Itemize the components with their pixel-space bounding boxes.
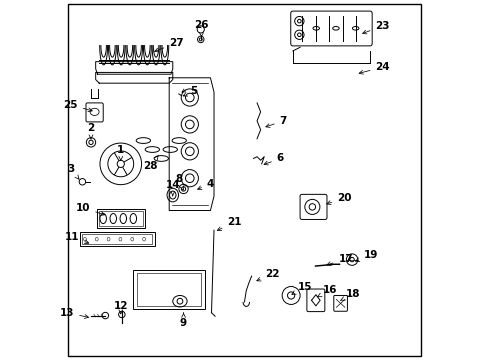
Text: 26: 26	[194, 20, 208, 36]
Text: 7: 7	[265, 116, 286, 127]
Text: 17: 17	[326, 254, 352, 266]
Text: 21: 21	[217, 217, 241, 230]
Text: 25: 25	[63, 100, 92, 112]
Text: 27: 27	[154, 38, 183, 52]
Text: 22: 22	[256, 269, 279, 281]
Text: 3: 3	[67, 164, 79, 179]
Bar	[133, 270, 204, 309]
Bar	[97, 209, 145, 228]
Text: 11: 11	[65, 232, 88, 244]
Text: 14: 14	[165, 180, 180, 196]
Text: 15: 15	[291, 282, 312, 294]
Text: 8: 8	[175, 174, 183, 190]
Text: 10: 10	[76, 203, 104, 216]
Text: 4: 4	[197, 179, 214, 189]
Text: 13: 13	[60, 308, 88, 318]
Text: 1: 1	[117, 144, 124, 160]
Bar	[80, 232, 155, 246]
Text: 23: 23	[362, 21, 389, 34]
Text: 5: 5	[183, 86, 197, 96]
Text: 28: 28	[143, 156, 158, 171]
Bar	[137, 273, 201, 306]
Text: 19: 19	[355, 250, 377, 262]
Text: 16: 16	[317, 285, 337, 297]
Text: 12: 12	[113, 301, 128, 314]
Bar	[99, 211, 142, 226]
Text: 9: 9	[180, 313, 187, 328]
Text: 2: 2	[87, 123, 95, 139]
Text: 20: 20	[326, 193, 351, 204]
Text: 6: 6	[264, 153, 284, 165]
Text: 18: 18	[340, 289, 359, 301]
Text: 24: 24	[359, 62, 389, 74]
Bar	[82, 234, 152, 244]
